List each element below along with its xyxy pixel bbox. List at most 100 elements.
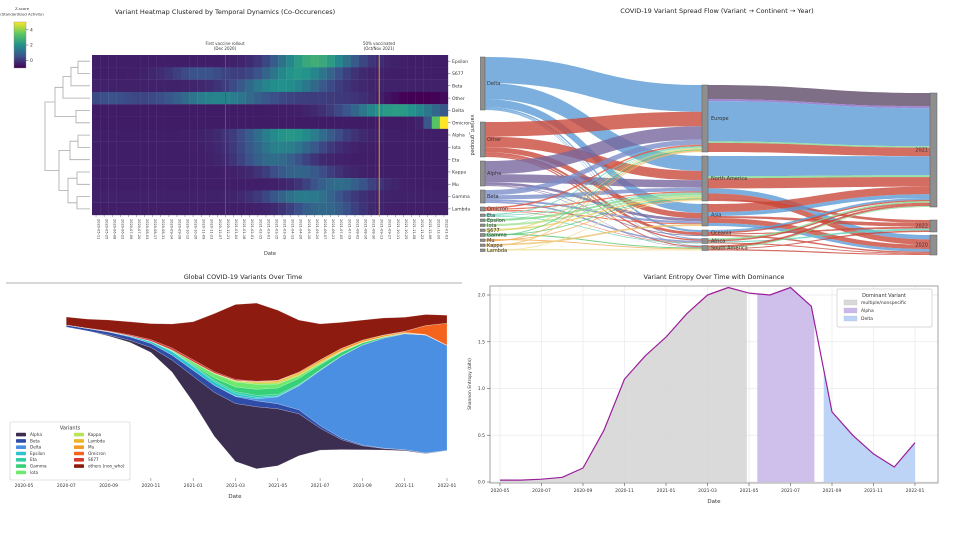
heatmap-cell xyxy=(245,67,254,80)
legend-label: Iota xyxy=(30,470,38,475)
heatmap-cell xyxy=(181,55,190,68)
heatmap-cell xyxy=(342,165,352,179)
stream-x-tick-label: 2021-11 xyxy=(395,483,414,489)
heatmap-cell xyxy=(391,153,400,166)
heatmap-cell xyxy=(156,67,165,80)
heatmap-cell xyxy=(423,55,432,68)
heatmap-cell xyxy=(253,202,263,216)
legend-label: Gamma xyxy=(30,464,47,469)
heatmap-x-tick-label: 2020-06-22 xyxy=(121,219,125,239)
heatmap-cell xyxy=(92,190,101,203)
heatmap-cell xyxy=(423,153,432,166)
heatmap-cell xyxy=(318,141,327,154)
stream-layers xyxy=(66,302,448,470)
heatmap-x-tick-label: 2022-01-03 xyxy=(444,219,448,239)
flow-kappa xyxy=(485,151,702,247)
heatmap-x-tick-label: 2021-02-01 xyxy=(250,219,254,239)
stream-x-tick-label: 2022-01 xyxy=(438,483,457,489)
flow-omicron xyxy=(485,210,702,243)
heatmap-cell xyxy=(350,190,360,203)
heatmap-cell xyxy=(286,104,295,117)
heatmap-cell xyxy=(261,79,271,93)
flow-mu xyxy=(485,239,702,250)
heatmap-cell xyxy=(326,91,335,105)
sankey-node-label: Mu xyxy=(487,238,494,244)
heatmap-cell xyxy=(270,141,279,154)
heatmap-cell xyxy=(213,165,222,179)
heatmap-cell xyxy=(92,141,101,154)
colorbar-tick-label: 2 xyxy=(30,43,33,49)
heatmap-cell xyxy=(318,178,327,191)
heatmap-cell xyxy=(124,104,133,117)
heatmap-cell xyxy=(439,165,449,179)
heatmap-cell xyxy=(148,91,157,105)
heatmap-cell xyxy=(116,141,125,154)
flow-south-america-2021 xyxy=(708,206,930,249)
heatmap-row-label: Alpha xyxy=(452,133,465,139)
entropy-legend-chip-alpha xyxy=(843,307,858,314)
heatmap-x-tick-label: 2020-10-12 xyxy=(185,219,189,239)
heatmap-cell xyxy=(92,165,101,179)
heatmap-cell xyxy=(391,178,400,191)
entropy-x-tick-label: 2021-11 xyxy=(864,488,883,494)
sankey-node-oceania xyxy=(701,229,709,237)
stream-x-tick-label: 2020-07 xyxy=(57,483,76,489)
heatmap-cell xyxy=(229,91,238,105)
heatmap-cell xyxy=(205,178,214,191)
heatmap-x-tick-label: 2020-06-08 xyxy=(113,219,117,239)
heatmap-cell xyxy=(213,104,222,117)
heatmap-cell xyxy=(181,128,190,142)
heatmap-x-tick-label: 2021-02-15 xyxy=(258,219,262,239)
heatmap-cell xyxy=(294,104,303,117)
heatmap-cell xyxy=(261,202,271,216)
heatmap-cell xyxy=(108,202,117,216)
heatmap-cell xyxy=(253,79,263,93)
heatmap-cell xyxy=(359,190,368,203)
heatmap-cell xyxy=(148,165,157,179)
heatmap-cell xyxy=(326,141,335,154)
heatmap-cell xyxy=(148,178,157,191)
flow-europe-2021 xyxy=(708,101,930,147)
heatmap-cell xyxy=(124,165,133,179)
flow-eta xyxy=(485,215,702,244)
heatmap-cell xyxy=(164,91,174,105)
heatmap-cell xyxy=(310,116,319,129)
sankey-node-label: Alpha xyxy=(487,171,501,177)
heatmap-cell xyxy=(439,104,449,117)
heatmap-cell xyxy=(205,55,214,68)
stream-layer-gamma xyxy=(66,324,448,396)
heatmap-cell xyxy=(148,67,157,80)
heatmap-cell xyxy=(181,153,190,166)
heatmap-cell xyxy=(383,141,392,154)
heatmap-cell xyxy=(229,67,238,80)
heatmap-cell xyxy=(237,91,246,105)
heatmap-cell xyxy=(383,67,392,80)
heatmap-x-tick-label: 2021-03-15 xyxy=(274,219,278,239)
heatmap-cell xyxy=(181,67,190,80)
heatmap-cell xyxy=(415,202,424,216)
heatmap-cell xyxy=(156,178,165,191)
heatmap-cell xyxy=(245,128,254,142)
heatmap-cell xyxy=(431,128,441,142)
sankey-node-south-america xyxy=(701,245,709,251)
entropy-panel: Variant Entropy Over Time with Dominance… xyxy=(460,270,960,540)
heatmap-cell xyxy=(342,128,352,142)
flow-gamma xyxy=(485,149,702,237)
heatmap-cell xyxy=(399,141,408,154)
stream-layer-alpha xyxy=(66,326,448,470)
heatmap-cell xyxy=(270,165,279,179)
heatmap-cell xyxy=(407,91,416,105)
heatmap-cell xyxy=(132,67,141,80)
flow-asia-2021 xyxy=(708,186,930,212)
heatmap-cell xyxy=(189,104,198,117)
heatmap-cell xyxy=(116,190,125,203)
heatmap-cells xyxy=(92,55,449,216)
heatmap-cell xyxy=(245,79,254,93)
heatmap-cell xyxy=(261,165,271,179)
legend-chip-delta xyxy=(16,445,26,449)
heatmap-panel: Variant Heatmap Clustered by Temporal Dy… xyxy=(0,0,480,270)
heatmap-cell xyxy=(124,190,133,203)
heatmap-cell xyxy=(172,104,182,117)
heatmap-cell xyxy=(92,178,101,191)
legend-label: Delta xyxy=(30,445,42,450)
